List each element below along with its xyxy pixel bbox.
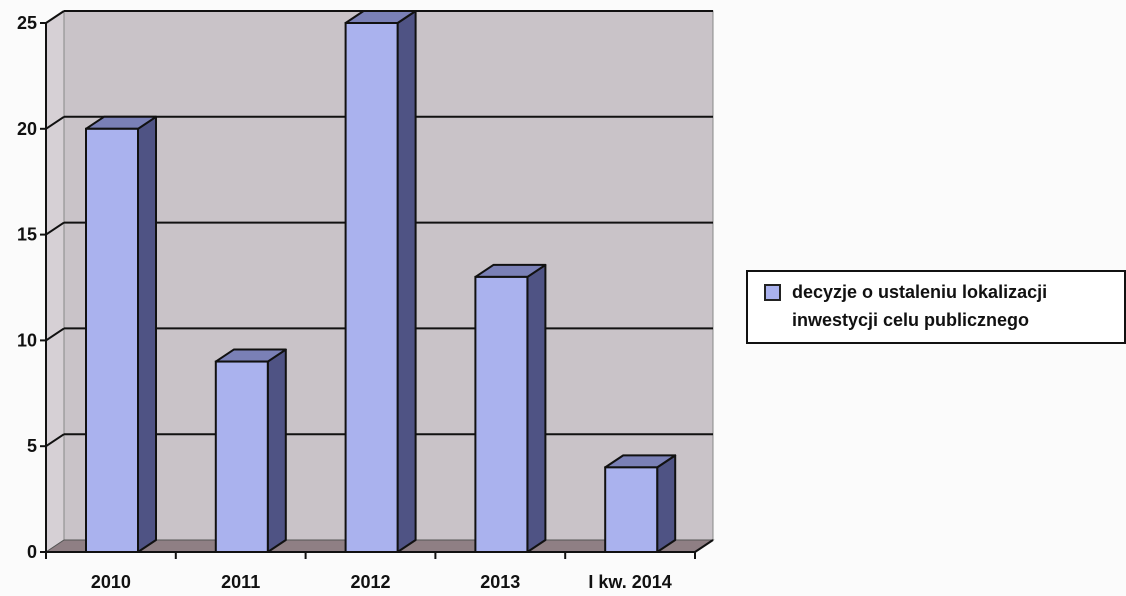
x-tick-labels: 2010 2011 2012 2013 I kw. 2014 [91, 572, 672, 592]
side-wall [45, 10, 65, 553]
bar [344, 10, 417, 553]
x-tick-label: 2012 [350, 572, 390, 592]
gridline-side [45, 10, 65, 24]
y-tick-label: 0 [27, 542, 37, 562]
y-tick-labels: 0 5 10 15 20 25 [17, 13, 37, 562]
bar [85, 115, 157, 554]
bar-side [266, 348, 287, 553]
bar [604, 454, 677, 553]
gridline-side [45, 433, 65, 448]
gridline-side [45, 327, 65, 342]
y-tick-label: 15 [17, 225, 37, 245]
x-tick-label: 2010 [91, 572, 131, 592]
x-tick-label: 2013 [480, 572, 520, 592]
x-axis-end [694, 539, 714, 553]
y-tick-label: 25 [17, 13, 37, 33]
y-tick-label: 5 [27, 436, 37, 456]
gridline-side [45, 221, 65, 236]
bar [214, 348, 287, 553]
legend-label-line2: inwestycji celu publicznego [792, 310, 1030, 330]
bar-front [604, 466, 659, 553]
gridline-side [45, 115, 65, 130]
bar-side [656, 454, 677, 553]
y-tick-label: 10 [17, 330, 37, 350]
x-tick-label: I kw. 2014 [588, 572, 671, 592]
bar-side [137, 115, 157, 553]
bar-front [85, 127, 139, 554]
legend-label-line1: decyzje o ustaleniu lokalizacji [792, 282, 1048, 302]
chart-legend: decyzje o ustaleniu lokalizacji inwestyc… [746, 270, 1126, 344]
bars [85, 10, 677, 554]
bar [474, 263, 547, 553]
y-tick-label: 20 [17, 119, 37, 139]
bar-side [396, 10, 417, 553]
legend-label: decyzje o ustaleniu lokalizacji inwestyc… [792, 278, 1122, 334]
bar-front [474, 275, 529, 553]
bar-front [214, 360, 269, 553]
bar-side [526, 263, 547, 553]
x-tick-label: 2011 [221, 572, 260, 592]
legend-swatch [764, 284, 781, 301]
bar-front [344, 22, 399, 553]
